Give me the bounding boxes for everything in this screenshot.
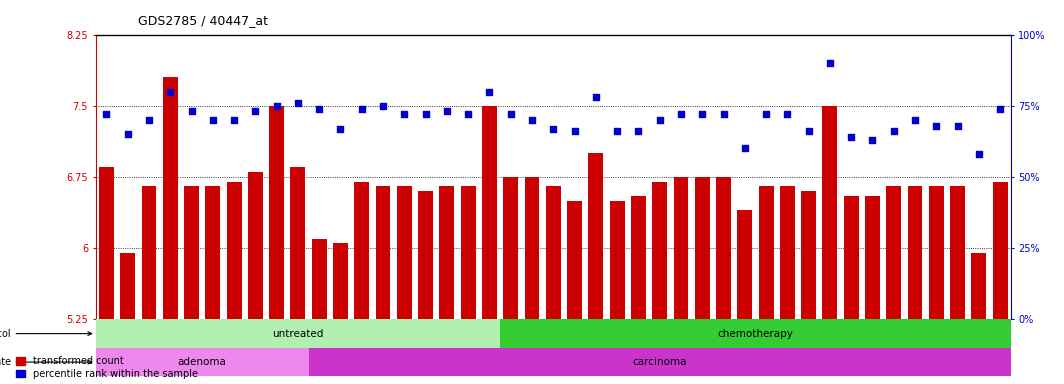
Point	[162, 88, 179, 94]
Bar	[418, 191, 433, 319]
Point	[758, 111, 775, 118]
Point	[928, 122, 945, 129]
Legend: transformed count, percentile rank within the sample: transformed count, percentile rank withi…	[16, 356, 198, 379]
Point	[183, 108, 200, 114]
Point	[566, 128, 583, 134]
Bar	[674, 177, 688, 319]
Point	[885, 128, 902, 134]
Point	[800, 128, 817, 134]
Bar	[652, 182, 667, 319]
Bar	[695, 177, 710, 319]
Bar	[461, 187, 476, 319]
Text: protocol: protocol	[0, 329, 92, 339]
Bar	[184, 187, 199, 319]
Bar	[439, 187, 454, 319]
Point	[609, 128, 626, 134]
Text: adenoma: adenoma	[178, 357, 227, 367]
Point	[481, 88, 498, 94]
Text: GDS2785 / 40447_at: GDS2785 / 40447_at	[138, 14, 268, 27]
Point	[715, 111, 732, 118]
Bar	[716, 177, 731, 319]
Bar	[309, 348, 1011, 376]
Bar	[248, 172, 263, 319]
Point	[992, 106, 1009, 112]
Point	[970, 151, 987, 157]
Bar	[290, 167, 305, 319]
Bar	[759, 187, 774, 319]
Point	[949, 122, 966, 129]
Point	[268, 103, 285, 109]
Point	[821, 60, 838, 66]
Bar	[822, 106, 837, 319]
Bar	[482, 106, 497, 319]
Bar	[96, 348, 309, 376]
Point	[523, 117, 541, 123]
Point	[289, 100, 306, 106]
Bar	[844, 196, 859, 319]
Point	[843, 134, 860, 140]
Bar	[588, 153, 603, 319]
Text: untreated: untreated	[272, 329, 323, 339]
Bar	[503, 177, 518, 319]
Bar	[567, 201, 582, 319]
Bar	[120, 253, 135, 319]
Bar	[269, 106, 284, 319]
Bar	[354, 182, 369, 319]
Bar	[886, 187, 901, 319]
Bar	[227, 182, 242, 319]
Point	[694, 111, 711, 118]
Point	[736, 146, 753, 152]
Bar	[96, 319, 500, 348]
Point	[438, 108, 455, 114]
Bar	[376, 187, 390, 319]
Point	[460, 111, 477, 118]
Text: chemotherapy: chemotherapy	[717, 329, 794, 339]
Bar	[500, 319, 1011, 348]
Bar	[950, 187, 965, 319]
Point	[247, 108, 264, 114]
Text: carcinoma: carcinoma	[632, 357, 687, 367]
Point	[396, 111, 413, 118]
Bar	[99, 167, 114, 319]
Point	[119, 131, 136, 137]
Bar	[142, 187, 156, 319]
Point	[545, 126, 562, 132]
Bar	[525, 177, 539, 319]
Bar	[610, 201, 625, 319]
Bar	[333, 243, 348, 319]
Point	[140, 117, 157, 123]
Bar	[737, 210, 752, 319]
Text: disease state: disease state	[0, 357, 92, 367]
Point	[672, 111, 689, 118]
Point	[502, 111, 519, 118]
Point	[587, 94, 604, 100]
Bar	[397, 187, 412, 319]
Bar	[312, 239, 327, 319]
Point	[204, 117, 221, 123]
Point	[98, 111, 115, 118]
Point	[779, 111, 796, 118]
Point	[375, 103, 392, 109]
Point	[907, 117, 924, 123]
Bar	[801, 191, 816, 319]
Bar	[780, 187, 795, 319]
Bar	[929, 187, 944, 319]
Point	[630, 128, 647, 134]
Bar	[993, 182, 1008, 319]
Point	[353, 106, 370, 112]
Bar	[163, 77, 178, 319]
Bar	[908, 187, 922, 319]
Point	[311, 106, 328, 112]
Bar	[546, 187, 561, 319]
Point	[417, 111, 434, 118]
Point	[332, 126, 349, 132]
Bar	[971, 253, 986, 319]
Bar	[865, 196, 880, 319]
Bar	[205, 187, 220, 319]
Bar	[631, 196, 646, 319]
Point	[651, 117, 668, 123]
Point	[226, 117, 243, 123]
Point	[864, 137, 881, 143]
